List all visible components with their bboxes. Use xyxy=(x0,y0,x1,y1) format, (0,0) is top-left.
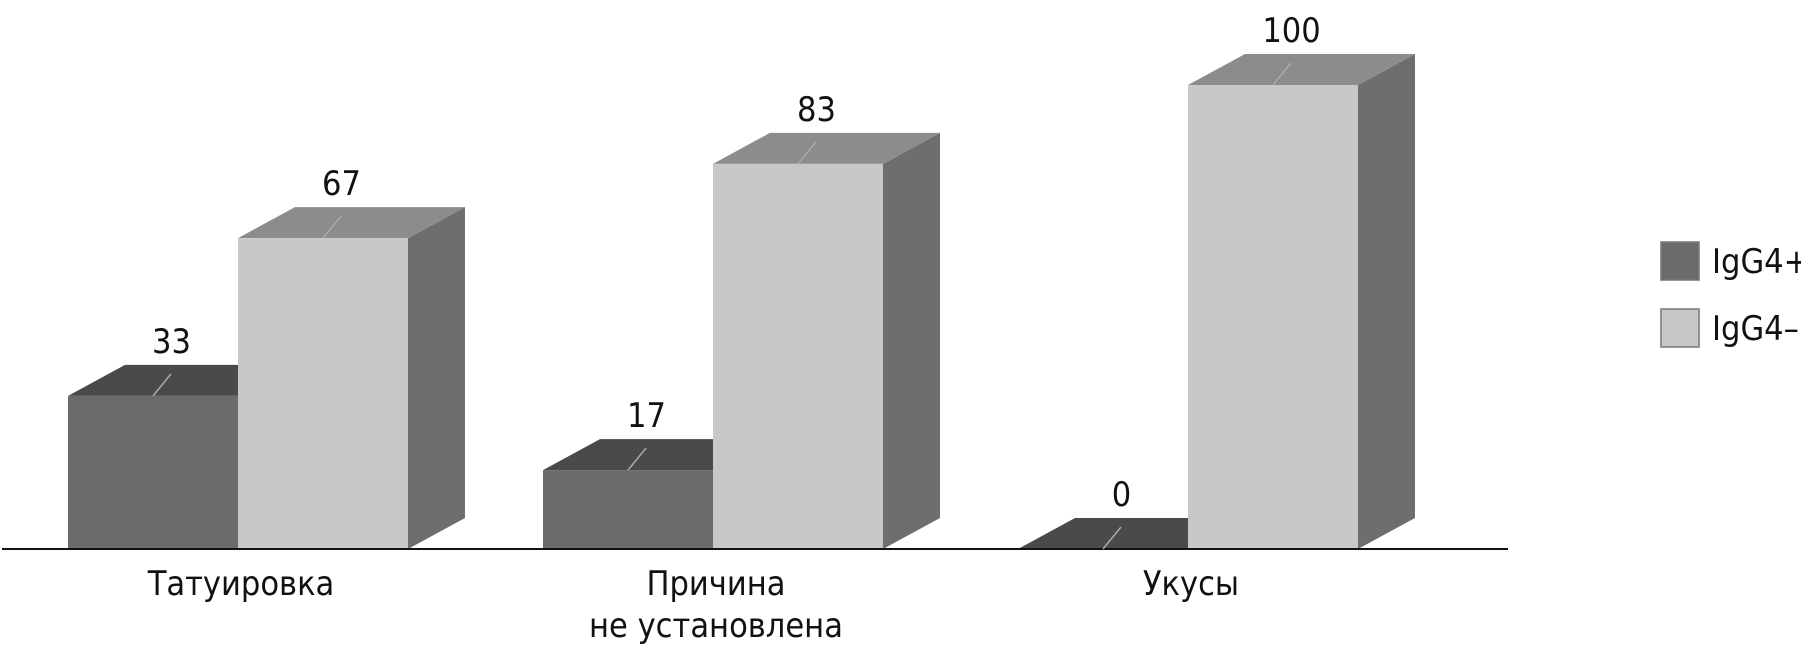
legend-swatch-igg4-neg xyxy=(1660,308,1700,348)
value-label-igg4-pos-2: 0 xyxy=(1112,475,1131,515)
bars-layer xyxy=(68,54,1415,549)
legend-swatch-igg4-pos xyxy=(1660,241,1700,281)
bar-top-igg4-neg-0 xyxy=(238,207,465,239)
value-label-igg4-neg-0: 67 xyxy=(322,164,361,204)
leader-line-igg4-pos-1 xyxy=(627,447,647,471)
legend: IgG4+ IgG4– xyxy=(1660,241,1801,349)
category-label-1-line-1: не установлена xyxy=(589,606,843,646)
bar-igg4-pos-0 xyxy=(68,395,238,549)
leader-line-igg4-pos-0 xyxy=(152,373,172,397)
bar-igg4-neg-2 xyxy=(1188,85,1358,549)
leader-line-igg4-neg-1 xyxy=(797,141,817,165)
bar-top-igg4-neg-1 xyxy=(713,132,940,164)
bar-side-igg4-neg-0 xyxy=(408,207,465,549)
bar-igg4-neg-0 xyxy=(238,238,408,549)
bar-igg4-pos-1 xyxy=(543,470,713,549)
bar-side-igg4-neg-1 xyxy=(883,132,940,549)
leader-line-igg4-neg-0 xyxy=(322,215,342,239)
legend-label-igg4-pos: IgG4+ xyxy=(1712,242,1801,282)
category-label-0: Татуировка xyxy=(147,564,335,604)
category-label-1-line-0: Причина xyxy=(646,564,785,604)
leader-line-igg4-neg-2 xyxy=(1272,62,1292,86)
category-label-2: Укусы xyxy=(1143,564,1239,604)
value-label-igg4-neg-1: 83 xyxy=(797,90,836,130)
legend-label-igg4-neg: IgG4– xyxy=(1712,309,1799,349)
bar-side-igg4-neg-2 xyxy=(1358,54,1415,549)
value-label-igg4-pos-0: 33 xyxy=(152,322,191,362)
value-label-igg4-neg-2: 100 xyxy=(1262,11,1320,51)
leader-line-igg4-pos-2 xyxy=(1102,526,1122,550)
bar-top-igg4-neg-2 xyxy=(1188,54,1415,85)
value-label-igg4-pos-1: 17 xyxy=(627,396,666,436)
bar-igg4-neg-1 xyxy=(713,163,883,549)
